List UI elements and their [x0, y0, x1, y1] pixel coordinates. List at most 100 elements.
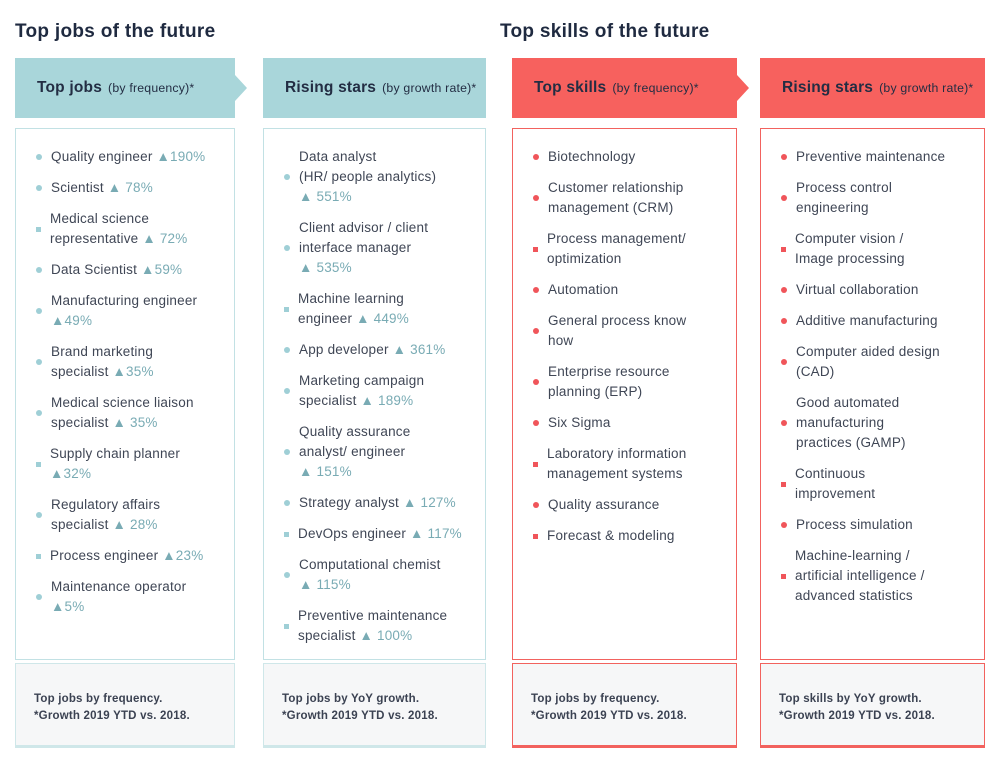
list-item: Supply chain planner ▲32%: [36, 444, 224, 484]
rising-star-skills-list: Preventive maintenance Process control en…: [781, 147, 974, 606]
item-label: Process simulation: [796, 517, 913, 532]
list-item: Continuous improvement: [781, 464, 974, 504]
top-skills-header: Top skills (by frequency)*: [512, 58, 749, 118]
header-title: Top skills: [534, 79, 607, 96]
item-label: Customer relationship management (CRM): [548, 180, 684, 215]
left-section-heading: Top jobs of the future: [15, 20, 216, 42]
list-item: Data Scientist ▲59%: [36, 260, 224, 280]
item-text: DevOps engineer ▲ 117%: [298, 524, 462, 544]
growth-value: ▲49%: [51, 313, 93, 328]
item-text: Supply chain planner ▲32%: [50, 444, 180, 484]
item-text: Scientist ▲ 78%: [51, 178, 153, 198]
growth-value: ▲5%: [51, 599, 85, 614]
rising-star-skills-list-box: Preventive maintenance Process control en…: [760, 128, 985, 660]
item-text: Quality assurance analyst/ engineer ▲ 15…: [299, 422, 410, 482]
square-bullet-icon: [533, 533, 538, 539]
growth-value: ▲ 151%: [299, 464, 352, 479]
item-label: Machine-learning / artificial intelligen…: [795, 548, 925, 603]
list-item: Quality assurance: [533, 495, 726, 515]
item-label: Preventive maintenance specialist: [298, 608, 448, 643]
list-item: Preventive maintenance: [781, 147, 974, 167]
item-label: Process management/ optimization: [547, 231, 686, 266]
arrow-right-icon: [235, 75, 247, 101]
square-bullet-icon: [533, 461, 538, 467]
list-item: Medical science liaison specialist ▲ 35%: [36, 393, 224, 433]
dot-bullet-icon: [533, 195, 539, 201]
item-text: Quality engineer ▲190%: [51, 147, 205, 167]
header-title: Rising stars: [782, 79, 874, 96]
top-skills-column: Top skills (by frequency)* Biotechnology…: [512, 58, 749, 748]
list-item: Automation: [533, 280, 726, 300]
growth-value: ▲ 189%: [360, 393, 414, 408]
square-bullet-icon: [781, 573, 786, 579]
list-item: Customer relationship management (CRM): [533, 178, 726, 218]
dot-bullet-icon: [781, 195, 787, 201]
list-item: Computer aided design (CAD): [781, 342, 974, 382]
growth-value: ▲ 115%: [299, 577, 351, 592]
item-label: Virtual collaboration: [796, 282, 919, 297]
item-text: Preventive maintenance: [796, 147, 945, 167]
list-item: Additive manufacturing: [781, 311, 974, 331]
item-label: Supply chain planner: [50, 446, 181, 461]
item-text: Maintenance operator ▲5%: [51, 577, 186, 617]
arrow-right-icon: [737, 75, 749, 101]
list-item: Maintenance operator ▲5%: [36, 577, 224, 617]
header-subtitle: (by growth rate)*: [382, 81, 477, 95]
item-label: Automation: [548, 282, 619, 297]
item-text: Client advisor / client interface manage…: [299, 218, 428, 278]
dot-bullet-icon: [36, 594, 42, 600]
rising-star-jobs-column: Rising stars (by growth rate)* Data anal…: [263, 58, 486, 748]
dot-bullet-icon: [781, 359, 787, 365]
top-jobs-list: Quality engineer ▲190% Scientist ▲ 78% Med…: [36, 147, 224, 617]
item-text: Preventive maintenance specialist ▲ 100%: [298, 606, 447, 646]
list-item: Brand marketing specialist ▲35%: [36, 342, 224, 382]
dot-bullet-icon: [533, 420, 539, 426]
item-label: Quality assurance analyst/ engineer: [299, 424, 411, 459]
item-label: Data analyst (HR/ people analytics): [299, 149, 437, 184]
columns-row: Top jobs (by frequency)* Quality enginee…: [15, 58, 985, 748]
dot-bullet-icon: [533, 154, 539, 160]
list-item: Data analyst (HR/ people analytics) ▲ 55…: [284, 147, 475, 207]
square-bullet-icon: [284, 623, 289, 629]
list-item: Forecast & modeling: [533, 526, 726, 546]
list-item: Biotechnology: [533, 147, 726, 167]
dot-bullet-icon: [36, 185, 42, 191]
list-item: Quality assurance analyst/ engineer ▲ 15…: [284, 422, 475, 482]
item-label: Quality assurance: [548, 497, 660, 512]
list-item: Marketing campaign specialist ▲ 189%: [284, 371, 475, 411]
item-text: Quality assurance: [548, 495, 659, 515]
growth-value: ▲ 78%: [107, 180, 153, 195]
dot-bullet-icon: [284, 572, 290, 578]
item-text: Data Scientist ▲59%: [51, 260, 182, 280]
rising-star-jobs-list-box: Data analyst (HR/ people analytics) ▲ 55…: [263, 128, 486, 660]
growth-value: ▲ 535%: [299, 260, 352, 275]
growth-value: ▲ 28%: [112, 517, 158, 532]
note-line-1: Top jobs by frequency.: [34, 693, 163, 705]
list-item: Medical science representative ▲ 72%: [36, 209, 224, 249]
item-label: Quality engineer: [51, 149, 153, 164]
list-item: Good automated manufacturing practices (…: [781, 393, 974, 453]
list-item: Process control engineering: [781, 178, 974, 218]
growth-value: ▲ 72%: [142, 231, 188, 246]
square-bullet-icon: [781, 246, 786, 252]
top-skills-note: Top jobs by frequency. *Growth 2019 YTD …: [512, 663, 737, 748]
dot-bullet-icon: [36, 410, 42, 416]
item-text: Brand marketing specialist ▲35%: [51, 342, 154, 382]
list-item: Enterprise resource planning (ERP): [533, 362, 726, 402]
list-item: General process know how: [533, 311, 726, 351]
note-line-1: Top skills by YoY growth.: [779, 693, 922, 705]
item-label: Client advisor / client interface manage…: [299, 220, 429, 255]
list-item: Quality engineer ▲190%: [36, 147, 224, 167]
item-label: Regulatory affairs specialist: [51, 497, 161, 532]
item-text: Forecast & modeling: [547, 526, 675, 546]
growth-value: ▲190%: [156, 149, 206, 164]
list-item: Scientist ▲ 78%: [36, 178, 224, 198]
note-line-2: *Growth 2019 YTD vs. 2018.: [34, 710, 190, 722]
square-bullet-icon: [36, 226, 41, 232]
top-skills-list-box: Biotechnology Customer relationship manag…: [512, 128, 737, 660]
dot-bullet-icon: [781, 420, 787, 426]
item-text: Strategy analyst ▲ 127%: [299, 493, 456, 513]
header-subtitle: (by frequency)*: [612, 81, 699, 95]
header-subtitle: (by growth rate)*: [879, 81, 974, 95]
item-label: Continuous improvement: [795, 466, 876, 501]
